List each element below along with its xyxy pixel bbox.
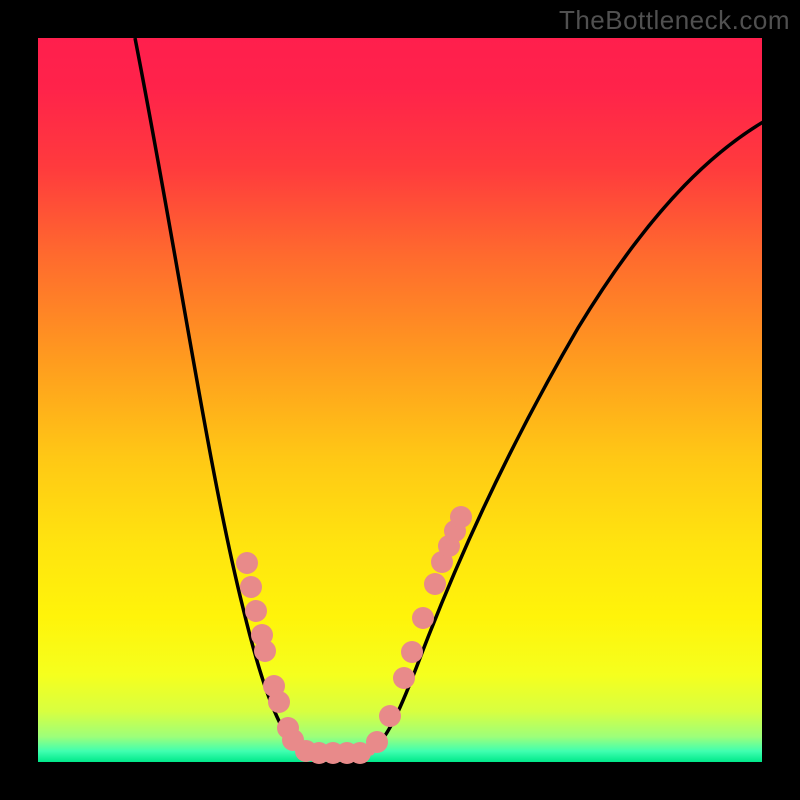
data-marker (240, 576, 262, 598)
watermark-text: TheBottleneck.com (559, 5, 790, 36)
data-marker (424, 573, 446, 595)
data-marker (412, 607, 434, 629)
data-marker (245, 600, 267, 622)
data-marker (268, 691, 290, 713)
data-marker (379, 705, 401, 727)
data-marker (366, 731, 388, 753)
data-marker (450, 506, 472, 528)
data-marker (254, 640, 276, 662)
plot-area (38, 38, 762, 762)
gradient-background (38, 38, 762, 762)
data-marker (236, 552, 258, 574)
data-marker (393, 667, 415, 689)
data-marker (401, 641, 423, 663)
bottleneck-curve-chart (38, 38, 762, 762)
